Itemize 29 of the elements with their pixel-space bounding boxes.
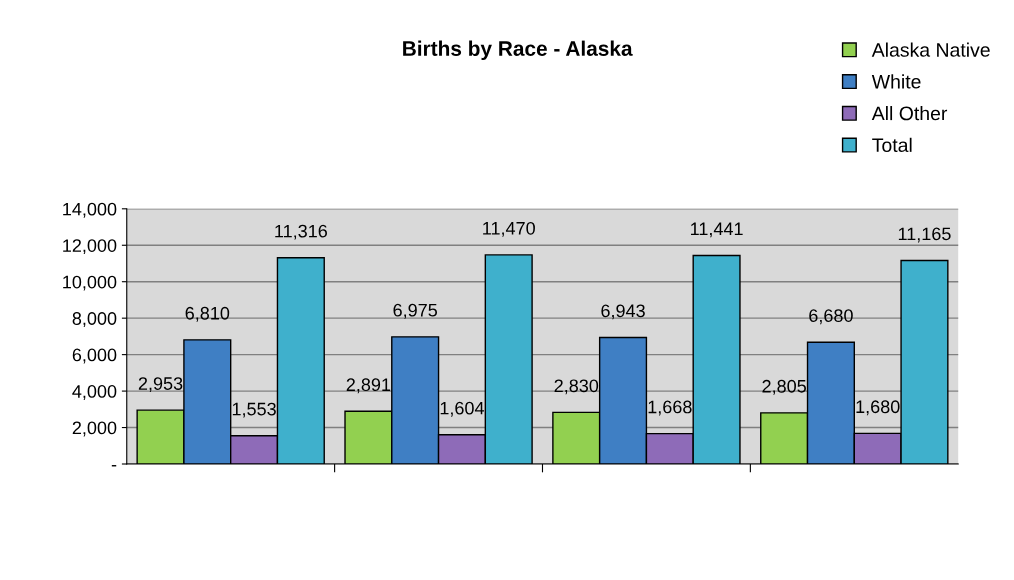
y-tick-label: 2,000 [72, 421, 117, 437]
data-label: 1,553 [232, 402, 276, 418]
y-tick-label: 8,000 [72, 312, 117, 328]
data-label: 1,680 [856, 400, 900, 416]
data-label: 11,165 [898, 227, 951, 243]
legend-label: All Other [871, 106, 948, 121]
data-label: 6,680 [809, 309, 853, 325]
data-label: 6,975 [393, 303, 438, 319]
data-label: 1,668 [648, 400, 692, 416]
data-label: 6,810 [185, 306, 230, 322]
data-label: 1,604 [440, 401, 485, 417]
data-label: 2,891 [346, 378, 391, 394]
legend-label: Total [872, 137, 912, 153]
data-label: 11,441 [691, 222, 743, 238]
data-label: 11,470 [483, 221, 535, 237]
y-tick-label: 10,000 [63, 275, 117, 291]
legend-label: White [871, 74, 921, 89]
y-tick-label: 6,000 [72, 348, 117, 364]
y-tick-label: - [111, 465, 117, 467]
y-tick-label: 4,000 [72, 385, 117, 400]
data-label: 2,830 [554, 379, 599, 395]
chart-title: Births by Race - Alaska [403, 40, 633, 61]
data-label: 2,805 [762, 379, 806, 395]
data-label: 6,943 [601, 304, 645, 320]
data-label: 2,953 [138, 377, 183, 393]
legend-label: Alaska Native [871, 42, 990, 57]
y-tick-label: 12,000 [63, 239, 117, 255]
data-label: 11,316 [275, 224, 327, 240]
y-tick-label: 14,000 [63, 202, 117, 218]
